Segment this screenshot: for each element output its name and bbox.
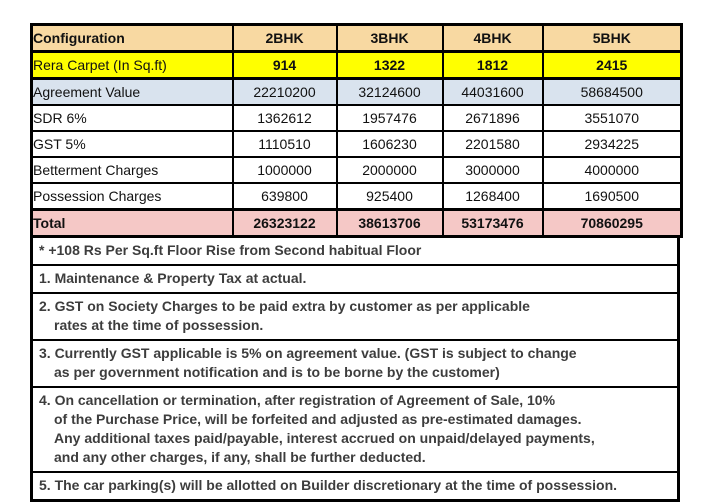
- cell-value: 3000000: [441, 156, 544, 184]
- cell-value: 1362612: [231, 104, 338, 132]
- row-label: Agreement Value: [30, 77, 234, 106]
- column-header-2bhk: 2BHK: [231, 23, 338, 53]
- header-row: Configuration 2BHK 3BHK 4BHK 5BHK: [30, 23, 683, 53]
- note-text: and any other charges, if any, shall be …: [54, 449, 426, 465]
- note-4: 4. On cancellation or termination, after…: [33, 386, 677, 471]
- cell-value: 3551070: [541, 104, 683, 132]
- cell-value: 1812: [441, 50, 544, 80]
- note-text: 4. On cancellation or termination, after…: [39, 392, 556, 408]
- cell-value: 2934225: [541, 130, 683, 158]
- note-text: of the Purchase Price, will be forfeited…: [54, 411, 582, 427]
- cell-value: 4000000: [541, 156, 683, 184]
- cell-value: 2201580: [441, 130, 544, 158]
- cell-value: 1957476: [335, 104, 444, 132]
- note-text: * +108 Rs Per Sq.ft Floor Rise from Seco…: [39, 242, 422, 258]
- note-text: 1. Maintenance & Property Tax at actual.: [39, 270, 307, 286]
- column-header-3bhk: 3BHK: [335, 23, 444, 53]
- cell-value: 44031600: [441, 77, 544, 106]
- row-label: Rera Carpet (In Sq.ft): [30, 50, 234, 80]
- column-header-configuration: Configuration: [30, 23, 234, 53]
- price-sheet: Configuration 2BHK 3BHK 4BHK 5BHK Rera C…: [30, 23, 683, 502]
- note-text: 3. Currently GST applicable is 5% on agr…: [39, 345, 577, 361]
- cell-value: 2000000: [335, 156, 444, 184]
- note-3: 3. Currently GST applicable is 5% on agr…: [33, 339, 677, 386]
- notes-section: * +108 Rs Per Sq.ft Floor Rise from Seco…: [30, 238, 680, 502]
- cell-value: 26323122: [231, 208, 338, 238]
- table-row-betterment-charges: Betterment Charges 1000000 2000000 30000…: [30, 156, 683, 184]
- row-label: SDR 6%: [30, 104, 234, 132]
- table-row-possession-charges: Possession Charges 639800 925400 1268400…: [30, 182, 683, 211]
- price-grid: Configuration 2BHK 3BHK 4BHK 5BHK Rera C…: [30, 23, 683, 238]
- cell-value: 32124600: [335, 77, 444, 106]
- cell-value: 70860295: [541, 208, 683, 238]
- cell-value: 38613706: [335, 208, 444, 238]
- cell-value: 1322: [335, 50, 444, 80]
- note-text: rates at the time of possession.: [54, 317, 264, 333]
- cell-value: 639800: [231, 182, 338, 211]
- table-row-gst: GST 5% 1110510 1606230 2201580 2934225: [30, 130, 683, 158]
- cell-value: 1606230: [335, 130, 444, 158]
- row-label: Total: [30, 208, 234, 238]
- table-row-rera-carpet: Rera Carpet (In Sq.ft) 914 1322 1812 241…: [30, 50, 683, 80]
- cell-value: 2415: [541, 50, 683, 80]
- row-label: Betterment Charges: [30, 156, 234, 184]
- cell-value: 2671896: [441, 104, 544, 132]
- note-text: Any additional taxes paid/payable, inter…: [54, 430, 595, 446]
- note-text: as per government notification and is to…: [54, 364, 500, 380]
- cell-value: 1690500: [541, 182, 683, 211]
- note-floor-rise: * +108 Rs Per Sq.ft Floor Rise from Seco…: [33, 238, 677, 264]
- table-row-agreement-value: Agreement Value 22210200 32124600 440316…: [30, 77, 683, 106]
- cell-value: 22210200: [231, 77, 338, 106]
- row-label: GST 5%: [30, 130, 234, 158]
- note-2: 2. GST on Society Charges to be paid ext…: [33, 292, 677, 339]
- cell-value: 58684500: [541, 77, 683, 106]
- row-label: Possession Charges: [30, 182, 234, 211]
- cell-value: 925400: [335, 182, 444, 211]
- note-1: 1. Maintenance & Property Tax at actual.: [33, 264, 677, 292]
- cell-value: 1000000: [231, 156, 338, 184]
- note-text: 2. GST on Society Charges to be paid ext…: [39, 298, 530, 314]
- column-header-4bhk: 4BHK: [441, 23, 544, 53]
- cell-value: 1110510: [231, 130, 338, 158]
- note-text: 5. The car parking(s) will be allotted o…: [39, 477, 618, 493]
- cell-value: 53173476: [441, 208, 544, 238]
- cell-value: 1268400: [441, 182, 544, 211]
- table-row-total: Total 26323122 38613706 53173476 7086029…: [30, 208, 683, 238]
- column-header-5bhk: 5BHK: [541, 23, 683, 53]
- table-row-sdr: SDR 6% 1362612 1957476 2671896 3551070: [30, 104, 683, 132]
- cell-value: 914: [231, 50, 338, 80]
- note-5: 5. The car parking(s) will be allotted o…: [33, 471, 677, 499]
